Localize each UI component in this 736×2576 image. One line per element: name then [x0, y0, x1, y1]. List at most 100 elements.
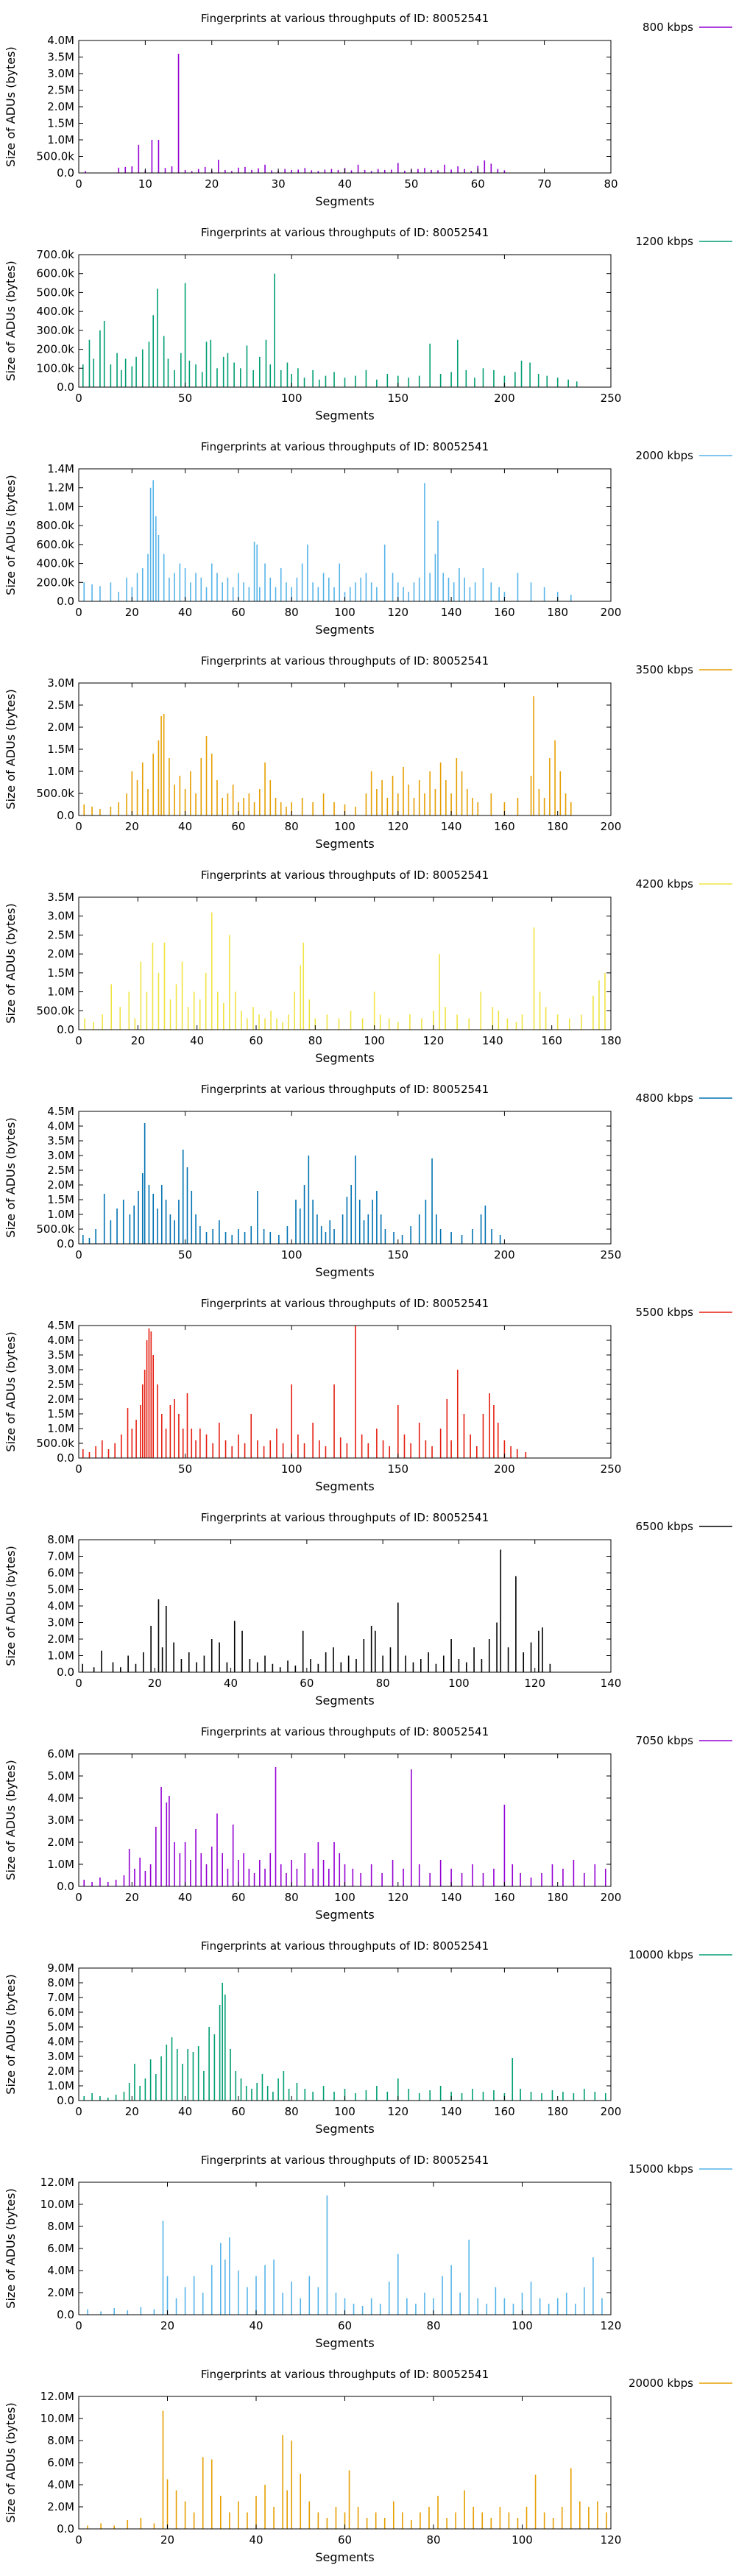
- x-axis-label: Segments: [315, 1694, 374, 1708]
- y-tick-label: 4.0M: [47, 2478, 74, 2491]
- x-tick-label: 80: [308, 1034, 322, 1047]
- bars: [83, 696, 572, 815]
- chart-7: Fingerprints at various throughputs of I…: [4, 1511, 732, 1708]
- x-tick-label: 100: [281, 1248, 302, 1262]
- x-tick-label: 160: [494, 820, 515, 833]
- x-tick-label: 0: [75, 1677, 82, 1690]
- x-tick-label: 10: [138, 177, 152, 191]
- y-axis-label: Size of ADUs (bytes): [4, 1331, 18, 1451]
- x-axis-label: Segments: [315, 2336, 374, 2350]
- legend-label: 5500 kbps: [636, 1306, 694, 1319]
- x-tick-label: 80: [426, 2533, 440, 2547]
- x-tick-label: 250: [601, 1462, 622, 1476]
- chart-title: Fingerprints at various throughputs of I…: [201, 654, 489, 668]
- x-tick-label: 100: [512, 2533, 533, 2547]
- x-tick-label: 100: [334, 820, 355, 833]
- x-tick-label: 40: [224, 1677, 238, 1690]
- x-tick-label: 120: [601, 2533, 622, 2547]
- x-tick-label: 20: [125, 2105, 139, 2118]
- x-tick-label: 180: [547, 820, 568, 833]
- x-tick-label: 140: [441, 2105, 462, 2118]
- plot-frame: [78, 254, 612, 388]
- y-tick-label: 3.0M: [47, 1363, 74, 1376]
- y-tick-label: 400.0k: [36, 557, 74, 570]
- y-tick-label: 0.0: [57, 2308, 74, 2321]
- y-tick-label: 4.0M: [47, 34, 74, 47]
- x-tick-label: 200: [494, 1462, 515, 1476]
- x-axis-label: Segments: [315, 623, 374, 637]
- x-axis-label: Segments: [315, 1908, 374, 1922]
- y-axis-label: Size of ADUs (bytes): [4, 261, 18, 381]
- x-tick-label: 20: [125, 820, 139, 833]
- plot-frame: [78, 1967, 612, 2101]
- y-tick-label: 0.0: [57, 1023, 74, 1036]
- x-tick-label: 70: [537, 177, 551, 191]
- x-tick-label: 140: [441, 606, 462, 619]
- y-tick-label: 3.0M: [47, 676, 74, 690]
- y-tick-label: 500.0k: [36, 150, 74, 163]
- y-tick-label: 3.5M: [47, 51, 74, 64]
- plot-frame: [78, 1111, 612, 1245]
- legend-label: 20000 kbps: [629, 2377, 693, 2390]
- x-tick-label: 60: [471, 177, 485, 191]
- bars: [83, 1767, 606, 1886]
- y-tick-label: 2.0M: [47, 100, 74, 113]
- y-tick-label: 0.0: [57, 595, 74, 608]
- y-tick-label: 8.0M: [47, 2434, 74, 2447]
- x-tick-label: 40: [249, 2533, 263, 2547]
- y-tick-label: 12.0M: [40, 2390, 74, 2403]
- y-tick-label: 1.0M: [47, 765, 74, 778]
- y-tick-label: 1.0M: [47, 1649, 74, 1663]
- x-tick-label: 60: [231, 820, 245, 833]
- bars: [82, 1326, 527, 1458]
- chart-4: Fingerprints at various throughputs of I…: [4, 868, 732, 1065]
- x-tick-label: 60: [231, 2105, 245, 2118]
- x-tick-label: 20: [125, 606, 139, 619]
- y-tick-label: 4.0M: [47, 1334, 74, 1347]
- x-tick-label: 20: [148, 1677, 162, 1690]
- chart-title: Fingerprints at various throughputs of I…: [201, 1297, 489, 1310]
- y-tick-label: 0.0: [57, 1451, 74, 1465]
- y-tick-label: 1.0M: [47, 2079, 74, 2092]
- x-axis-label: Segments: [315, 408, 374, 422]
- y-tick-label: 1.0M: [47, 133, 74, 146]
- y-tick-label: 8.0M: [47, 2220, 74, 2233]
- y-tick-label: 0.0: [57, 1237, 74, 1250]
- legend-label: 4200 kbps: [636, 877, 694, 891]
- x-tick-label: 40: [190, 1034, 204, 1047]
- y-tick-label: 1.0M: [47, 1858, 74, 1871]
- y-tick-label: 6.0M: [47, 1566, 74, 1579]
- x-tick-label: 0: [75, 1248, 82, 1262]
- y-tick-label: 500.0k: [36, 1004, 74, 1017]
- y-tick-label: 0.0: [57, 381, 74, 394]
- x-tick-label: 0: [75, 2319, 82, 2332]
- x-tick-label: 120: [601, 2319, 622, 2332]
- x-tick-label: 160: [494, 2105, 515, 2118]
- y-tick-label: 500.0k: [36, 787, 74, 800]
- x-tick-label: 120: [387, 820, 408, 833]
- x-tick-label: 250: [601, 392, 622, 405]
- chart-11: Fingerprints at various throughputs of I…: [4, 2368, 732, 2564]
- bars: [83, 480, 572, 601]
- y-axis-label: Size of ADUs (bytes): [4, 1974, 18, 2094]
- plot-frame: [78, 1325, 612, 1459]
- plot-frame: [78, 896, 612, 1030]
- x-tick-label: 0: [75, 1462, 82, 1476]
- chart-title: Fingerprints at various throughputs of I…: [201, 2368, 489, 2381]
- x-tick-label: 80: [285, 820, 299, 833]
- legend-label: 6500 kbps: [636, 1520, 694, 1533]
- y-tick-label: 1.5M: [47, 1193, 74, 1206]
- x-tick-label: 100: [448, 1677, 470, 1690]
- x-axis-label: Segments: [315, 2550, 374, 2564]
- x-tick-label: 200: [601, 1891, 622, 1904]
- y-tick-label: 2.0M: [47, 1836, 74, 1849]
- x-axis-label: Segments: [315, 1051, 374, 1065]
- y-tick-label: 0.0: [57, 1666, 74, 1679]
- y-tick-label: 10.0M: [40, 2412, 74, 2425]
- x-tick-label: 180: [601, 1034, 622, 1047]
- y-axis-label: Size of ADUs (bytes): [4, 2402, 18, 2522]
- y-tick-label: 5.0M: [47, 1769, 74, 1783]
- y-tick-label: 1.5M: [47, 966, 74, 980]
- x-tick-label: 0: [75, 1034, 82, 1047]
- y-tick-label: 2.0M: [47, 1632, 74, 1646]
